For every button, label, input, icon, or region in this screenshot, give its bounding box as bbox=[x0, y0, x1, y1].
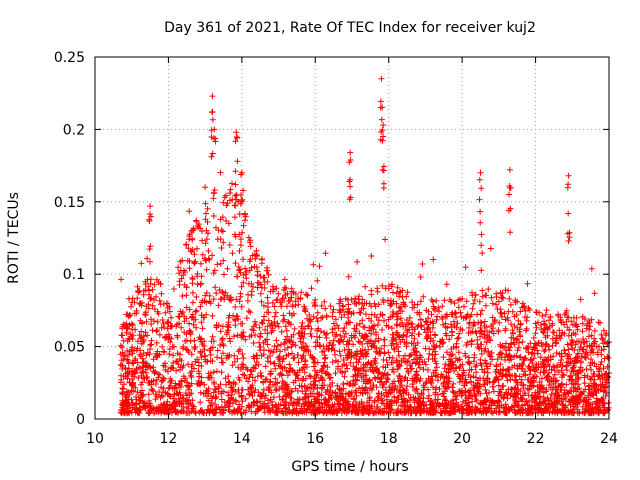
tick-labels: 10 12 14 16 18 20 22 24 0 0.05 0.1 0.15 0.2 0.25 bbox=[54, 50, 618, 447]
x-tick-label: 12 bbox=[160, 431, 178, 447]
y-tick-label: 0.15 bbox=[54, 195, 85, 211]
y-tick-label: 0.05 bbox=[54, 340, 85, 356]
x-axis-label: GPS time / hours bbox=[291, 459, 408, 475]
x-tick-label: 14 bbox=[233, 431, 251, 447]
y-tick-label: 0.25 bbox=[54, 50, 85, 66]
axis-ticks bbox=[94, 56, 610, 420]
y-tick-label: 0 bbox=[76, 412, 85, 428]
x-tick-label: 22 bbox=[527, 431, 545, 447]
x-tick-label: 16 bbox=[306, 431, 324, 447]
x-tick-label: 10 bbox=[86, 431, 104, 447]
data-points bbox=[117, 75, 612, 417]
y-tick-label: 0.2 bbox=[63, 122, 85, 138]
x-tick-label: 20 bbox=[453, 431, 471, 447]
y-axis-label: ROTI / TECUs bbox=[6, 192, 22, 284]
chart-title: Day 361 of 2021, Rate Of TEC Index for r… bbox=[164, 20, 536, 36]
grid-lines bbox=[95, 57, 609, 419]
x-tick-label: 18 bbox=[380, 431, 398, 447]
plot-frame bbox=[94, 56, 610, 420]
scatter-plus-markers bbox=[117, 75, 612, 417]
y-tick-label: 0.1 bbox=[63, 267, 85, 283]
x-tick-label: 24 bbox=[600, 431, 618, 447]
